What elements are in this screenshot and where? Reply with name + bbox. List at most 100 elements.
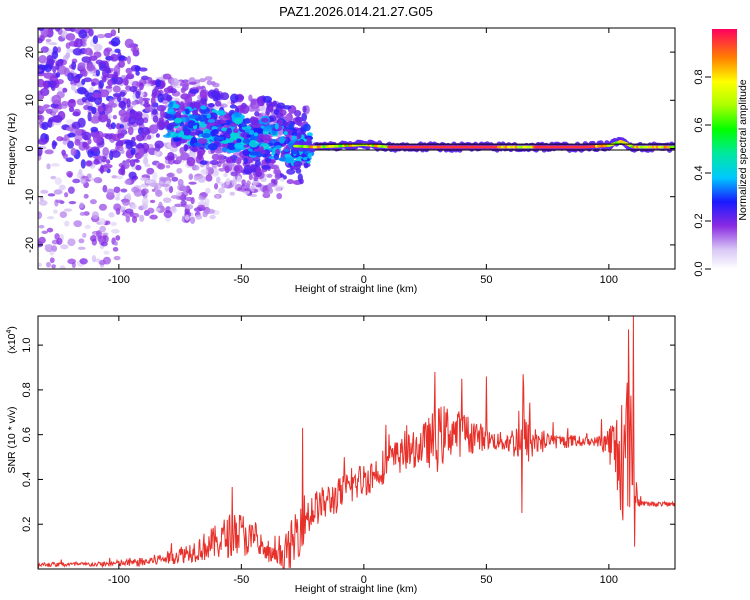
heatmap-cell xyxy=(184,94,193,105)
snr-y-tick-label: 0.2 xyxy=(21,517,33,532)
heatmap-cell xyxy=(260,117,269,123)
heatmap-cell xyxy=(155,207,161,212)
heatmap-cell xyxy=(155,133,160,138)
heatmap-cell xyxy=(242,138,251,144)
heatmap-cell xyxy=(299,178,304,185)
heatmap-cell xyxy=(284,114,291,122)
heatmap-cell xyxy=(47,28,53,37)
heatmap-cell xyxy=(207,143,218,151)
heatmap-cell xyxy=(143,103,151,108)
heatmap-cell xyxy=(214,136,225,140)
heatmap-x-tick-label: 100 xyxy=(600,274,618,286)
heatmap-cell xyxy=(105,220,111,225)
heatmap-cell xyxy=(107,79,114,87)
heatmap-cell xyxy=(146,134,152,140)
heatmap-cell xyxy=(243,188,252,192)
heatmap-cell xyxy=(81,175,89,179)
heatmap-y-ticks: -20 -10 0 10 20 xyxy=(24,46,675,253)
heatmap-cell xyxy=(235,157,242,165)
heatmap-cell xyxy=(61,100,69,107)
heatmap-cell xyxy=(161,183,170,188)
heatmap-cell xyxy=(140,183,147,188)
heatmap-cell xyxy=(162,197,172,203)
heatmap-cell xyxy=(93,43,103,52)
heatmap-cell xyxy=(82,70,88,77)
heatmap-y-tick-label: 10 xyxy=(24,94,36,106)
heatmap-cell xyxy=(86,160,93,167)
heatmap-cell xyxy=(232,112,242,118)
heatmap-cell xyxy=(182,135,193,140)
heatmap-cell xyxy=(144,163,151,168)
heatmap-cell xyxy=(120,164,126,174)
heatmap-cell xyxy=(108,98,115,106)
heatmap-cell xyxy=(152,172,158,180)
heatmap-cell xyxy=(66,170,73,178)
heatmap-cell xyxy=(224,165,230,174)
heatmap-cell xyxy=(157,163,166,170)
heatmap-cell xyxy=(214,100,222,107)
heatmap-cell xyxy=(226,127,232,135)
heatmap-cell xyxy=(38,138,48,145)
heatmap-cell xyxy=(68,201,77,205)
heatmap-cell xyxy=(149,199,156,204)
heatmap-cell xyxy=(118,102,125,109)
heatmap-cell xyxy=(51,264,56,269)
heatmap-cell xyxy=(262,95,273,103)
heatmap-cell xyxy=(79,211,86,216)
heatmap-x-tick-label: 50 xyxy=(480,274,492,286)
heatmap-cell xyxy=(102,75,107,83)
heatmap-cell xyxy=(98,61,107,69)
heatmap-cell xyxy=(64,220,70,227)
colorbar-tick-label: 0.2 xyxy=(693,213,705,228)
heatmap-cell xyxy=(120,188,128,193)
heatmap-cell xyxy=(91,254,97,263)
heatmap-cell xyxy=(164,115,172,119)
snr-x-tick-label: 100 xyxy=(600,574,618,586)
heatmap-cell xyxy=(192,109,198,116)
heatmap-y-label: Frequency (Hz) xyxy=(6,113,18,185)
heatmap-cell xyxy=(229,132,239,141)
snr-y-tick-label: 0.8 xyxy=(21,382,33,397)
heatmap-cell xyxy=(84,47,93,56)
snr-y-tick-label: 0.6 xyxy=(21,427,33,442)
heatmap-cell xyxy=(204,76,213,81)
heatmap-cell xyxy=(154,140,165,149)
heatmap-cell xyxy=(129,159,136,167)
heatmap-cell xyxy=(98,218,106,225)
heatmap-cell xyxy=(50,162,60,167)
heatmap-cell xyxy=(285,156,294,164)
heatmap-cell xyxy=(47,80,58,88)
heatmap-cell xyxy=(229,104,237,109)
heatmap-cell xyxy=(38,64,49,70)
heatmap-cell xyxy=(288,122,294,131)
heatmap-cell xyxy=(110,29,117,37)
heatmap-cell xyxy=(88,177,95,181)
heatmap-cell xyxy=(198,178,204,183)
heatmap-cell xyxy=(218,187,225,194)
heatmap-cell xyxy=(38,236,46,244)
heatmap-cell xyxy=(214,119,222,126)
heatmap-cell xyxy=(158,120,166,130)
heatmap-cell xyxy=(46,163,51,170)
heatmap-cell xyxy=(38,146,43,157)
heatmap-cell xyxy=(74,78,81,84)
figure-title: PAZ1.2026.014.21.27.G05 xyxy=(279,4,433,19)
heatmap-cell xyxy=(119,124,124,129)
heatmap-cell xyxy=(112,92,121,97)
heatmap-cell xyxy=(40,46,49,53)
heatmap-cell xyxy=(147,207,155,214)
heatmap-cell xyxy=(70,84,76,91)
heatmap-cell xyxy=(129,110,139,120)
heatmap-cell xyxy=(200,168,209,175)
heatmap-cell xyxy=(234,142,244,149)
heatmap-cell xyxy=(135,70,140,76)
heatmap-cell xyxy=(126,55,132,65)
heatmap-cell xyxy=(273,109,280,115)
heatmap-y-tick-label: -20 xyxy=(24,237,36,253)
heatmap-cell xyxy=(38,211,43,220)
heatmap-cell xyxy=(155,79,162,88)
heatmap-cell xyxy=(113,71,119,80)
heatmap-cell xyxy=(207,103,215,108)
heatmap-cell xyxy=(166,132,171,137)
